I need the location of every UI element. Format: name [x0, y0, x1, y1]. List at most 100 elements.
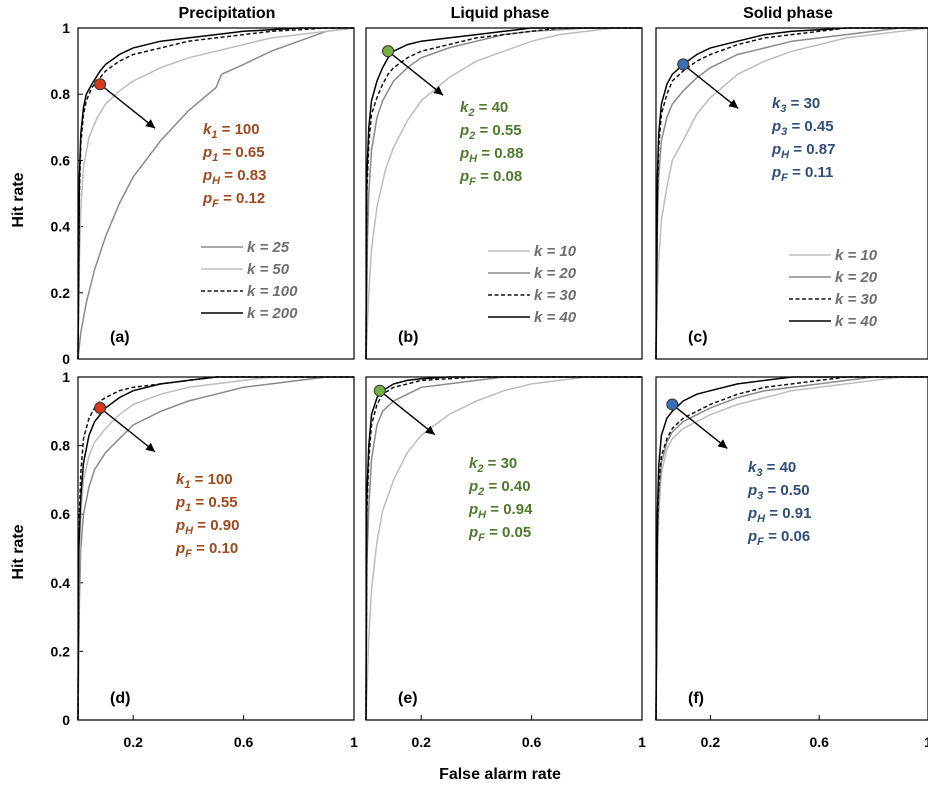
panel-label: (e): [398, 690, 418, 707]
arrow-line: [682, 63, 739, 109]
y-tick-label: 0.8: [51, 438, 71, 454]
annotation-line: p1 = 0.55: [175, 494, 238, 514]
legend-label: k = 50: [247, 261, 290, 278]
legend-label: k = 20: [835, 269, 878, 286]
arrow-head: [145, 119, 156, 129]
series-line: [77, 27, 354, 360]
annotation-line: pH = 0.94: [468, 501, 533, 521]
legend-label: k = 10: [534, 243, 577, 260]
series-line: [77, 376, 354, 721]
y-tick-label: 1: [62, 369, 70, 385]
arrow-line: [99, 407, 156, 453]
series-line: [655, 27, 928, 360]
panel-a: 0 0.2 0.4 0.6 0.8 1 k1 = 100 p1 = 0.65 pH = 0.83…: [51, 20, 355, 367]
panel-b: k2 = 40 p2 = 0.55 pH = 0.88 pF = 0.08 k = 10…: [365, 27, 643, 360]
y-tick-label: 0.2: [51, 643, 71, 659]
panel-label: (c): [688, 329, 708, 346]
panel-f: 0.2 0.6 1 k3 = 40 p3 = 0.50 pH = 0.91 pF = 0.0…: [655, 376, 928, 750]
series-line: [365, 27, 642, 360]
arrow-head: [424, 425, 435, 435]
legend-label: k = 100: [247, 283, 298, 300]
series-line: [655, 27, 928, 360]
annotation-line: p2 = 0.55: [459, 122, 522, 142]
series-line: [655, 376, 928, 721]
arrow-head: [433, 86, 444, 96]
legend-label: k = 40: [534, 309, 577, 326]
plot-frame: [655, 27, 928, 360]
y-tick-label: 0.6: [51, 152, 71, 168]
x-tick-label: 1: [924, 734, 928, 750]
plot-frame: [655, 376, 928, 721]
y-tick-label: 0.6: [51, 506, 71, 522]
series-line: [655, 376, 928, 721]
annotation-line: pF = 0.06: [747, 528, 810, 548]
annotation-line: k1 = 100: [176, 471, 233, 491]
plot-frame: [365, 376, 643, 721]
annotation-line: k2 = 30: [469, 455, 517, 475]
x-axis-label: False alarm rate: [439, 766, 561, 783]
annotation-line: k3 = 40: [748, 459, 796, 479]
legend-label: k = 10: [835, 247, 878, 264]
series-line: [77, 27, 355, 360]
arrow-head: [728, 99, 739, 109]
panel-d: 0 0.2 0.4 0.6 0.8 1 0.2 0.6 1 k1 = 100 p1 = 0.55 pH…: [51, 369, 359, 750]
x-tick-label: 0.2: [701, 734, 721, 750]
operating-point-marker: [666, 398, 679, 411]
series-line: [655, 27, 928, 360]
legend-label: k = 40: [835, 313, 878, 330]
series-line: [365, 27, 642, 360]
panel-label: (b): [398, 329, 418, 346]
annotation-line: p3 = 0.45: [771, 118, 834, 138]
panel-e: 0.2 0.6 1 k2 = 30 p2 = 0.40 pH = 0.94 pF = 0.0…: [365, 376, 646, 750]
annotation-line: pF = 0.12: [202, 190, 265, 210]
operating-point-marker: [677, 58, 690, 71]
x-tick-label: 0.2: [123, 734, 143, 750]
annotation-line: pH = 0.90: [175, 517, 239, 537]
series-line: [365, 376, 642, 721]
panel-label: (f): [688, 690, 704, 707]
x-tick-label: 0.2: [411, 734, 431, 750]
series-line: [655, 376, 928, 721]
y-tick-label: 0: [62, 712, 70, 728]
arrow-line: [387, 50, 444, 96]
panel-label: (a): [110, 329, 130, 346]
series-line: [365, 27, 642, 360]
y-tick-label: 0.4: [51, 575, 71, 591]
plot-frame: [365, 27, 643, 360]
legend-label: k = 20: [534, 265, 577, 282]
series-line: [77, 376, 354, 721]
x-tick-label: 1: [638, 734, 646, 750]
operating-point-marker: [373, 384, 386, 397]
operating-point-marker: [382, 45, 395, 58]
series-line: [365, 376, 642, 721]
annotation-line: p3 = 0.50: [747, 482, 810, 502]
x-tick-label: 0.6: [522, 734, 542, 750]
arrow-head: [145, 442, 156, 452]
y-tick-label: 0.2: [51, 285, 71, 301]
y-tick-label: 0: [62, 351, 70, 367]
annotation-line: pH = 0.91: [747, 505, 811, 525]
y-tick-label: 0.8: [51, 86, 71, 102]
annotation-line: pF = 0.08: [459, 168, 522, 188]
annotation-line: pF = 0.11: [771, 164, 833, 184]
y-axis-label-bottom: Hit rate: [10, 524, 27, 579]
legend-label: k = 30: [835, 291, 878, 308]
series-line: [655, 376, 928, 721]
arrow-line: [671, 403, 728, 449]
x-tick-label: 0.6: [234, 734, 254, 750]
panel-c: k3 = 30 p3 = 0.45 pH = 0.87 pF = 0.11 k = 10…: [655, 27, 928, 360]
series-line: [365, 376, 642, 721]
column-title-liquid-phase: Liquid phase: [451, 5, 550, 22]
annotation-line: k2 = 40: [460, 99, 508, 119]
plot-frame: [77, 27, 355, 360]
annotation-line: p1 = 0.65: [202, 144, 265, 164]
series-line: [77, 27, 355, 360]
arrow-head: [717, 439, 728, 449]
series-line: [77, 27, 354, 360]
arrow-line: [379, 390, 436, 436]
series-line: [365, 27, 642, 360]
column-title-precipitation: Precipitation: [179, 5, 276, 22]
annotation-line: pF = 0.05: [468, 524, 531, 544]
annotation-line: pH = 0.88: [459, 145, 523, 165]
legend-label: k = 200: [247, 305, 298, 322]
